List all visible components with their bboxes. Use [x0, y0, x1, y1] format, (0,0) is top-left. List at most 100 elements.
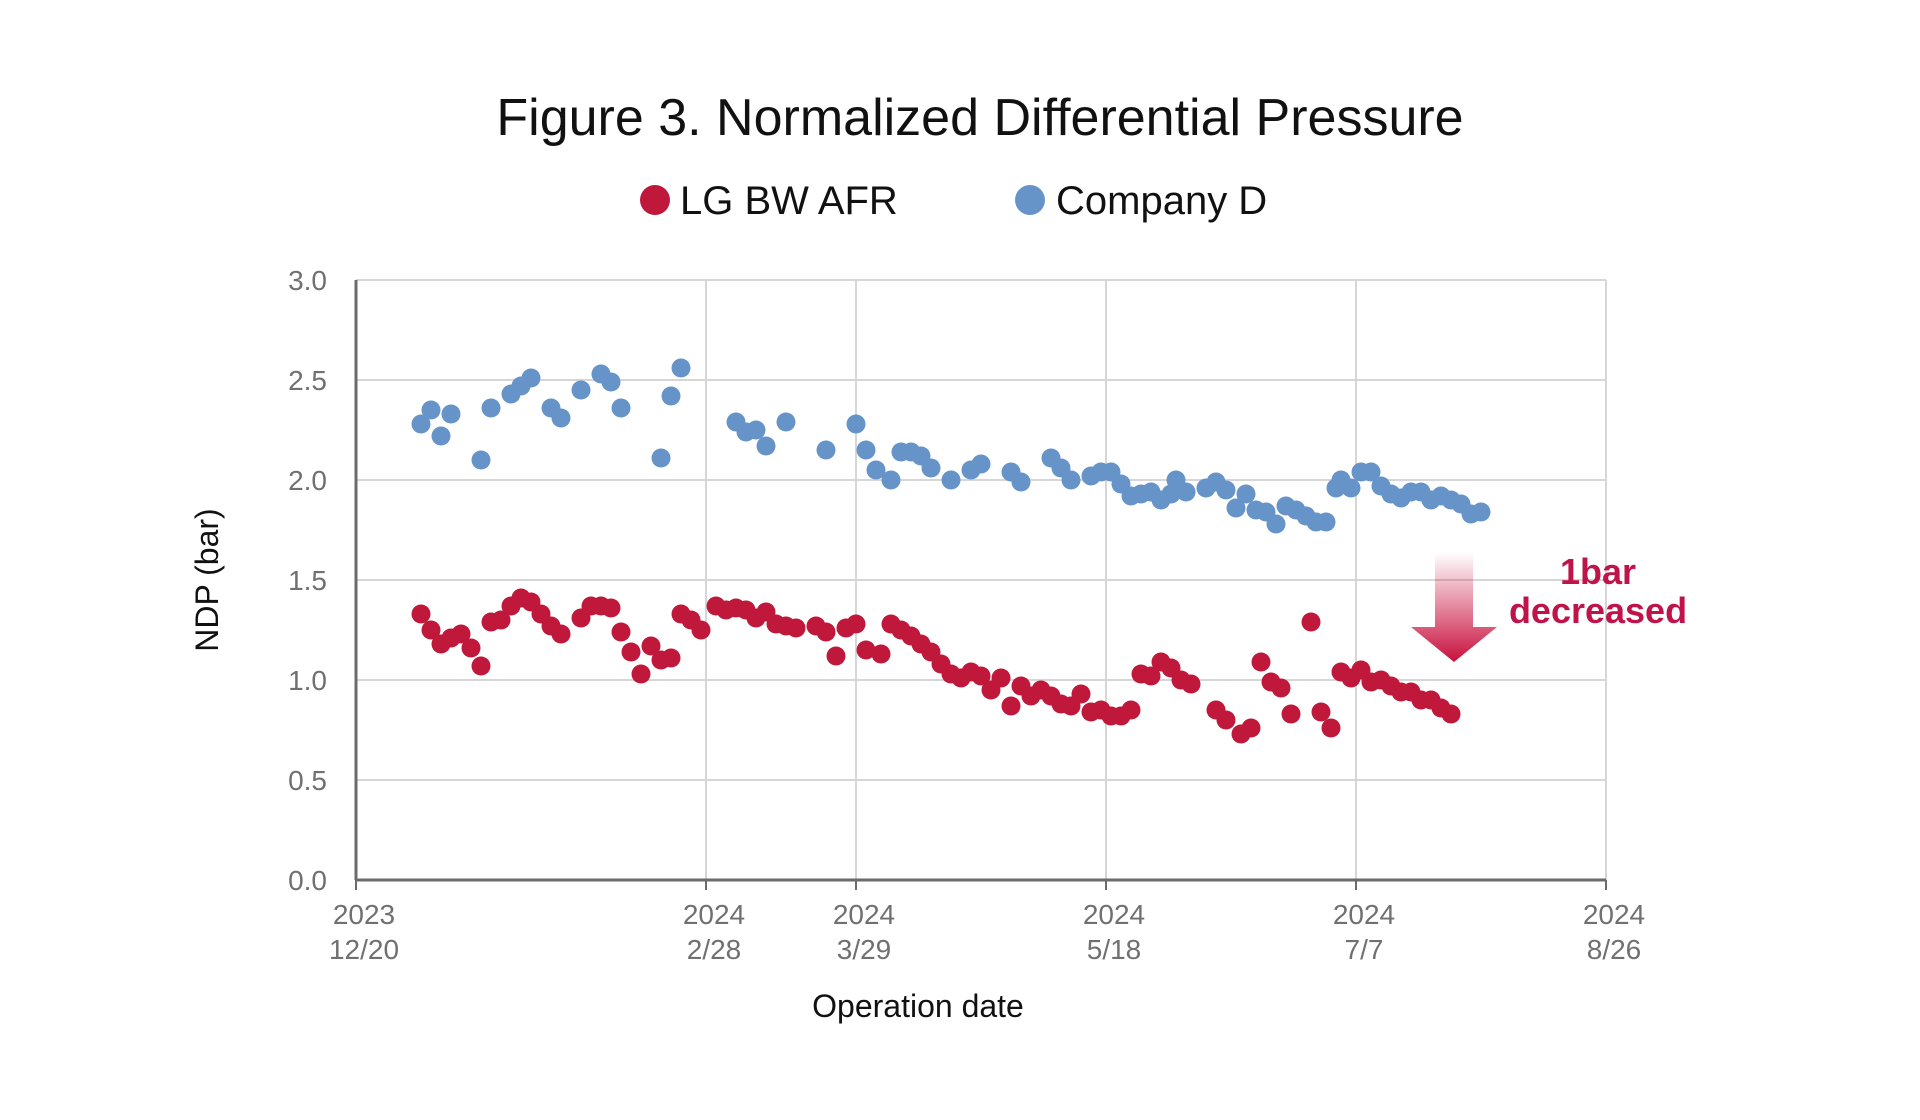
y-tick-label: 1.5	[288, 565, 327, 596]
data-point	[481, 398, 501, 418]
data-point	[601, 598, 621, 618]
data-point	[1271, 678, 1291, 698]
x-tick-label: 2024	[1083, 899, 1145, 930]
data-point	[551, 624, 571, 644]
y-axis-label: NDP (bar)	[189, 508, 225, 651]
data-point	[521, 368, 541, 388]
x-tick-label: 7/7	[1345, 934, 1384, 965]
data-point	[846, 414, 866, 434]
data-point	[411, 604, 431, 624]
data-point	[491, 610, 511, 630]
data-point	[1311, 702, 1331, 722]
data-point	[631, 664, 651, 684]
y-tick-label: 1.0	[288, 665, 327, 696]
data-point	[881, 470, 901, 490]
data-point	[1216, 710, 1236, 730]
legend-marker-lg-bw-afr	[640, 185, 670, 215]
x-tick-label: 12/20	[329, 934, 399, 965]
y-tick-label: 0.5	[288, 765, 327, 796]
data-point	[471, 656, 491, 676]
x-tick-label: 2024	[1583, 899, 1645, 930]
data-point	[1321, 718, 1341, 738]
data-point	[1316, 512, 1336, 532]
y-tick-label: 3.0	[288, 265, 327, 296]
data-point	[661, 386, 681, 406]
data-point	[1236, 484, 1256, 504]
data-point	[671, 358, 691, 378]
data-point	[611, 622, 631, 642]
data-point	[571, 380, 591, 400]
data-point	[971, 454, 991, 474]
data-point	[1251, 652, 1271, 672]
data-point	[451, 624, 471, 644]
x-tick-label: 2/28	[687, 934, 742, 965]
x-tick-label: 8/26	[1587, 934, 1642, 965]
data-point	[601, 372, 621, 392]
data-point	[551, 408, 571, 428]
series-company-d	[411, 358, 1491, 534]
data-point	[816, 440, 836, 460]
data-point	[431, 426, 451, 446]
x-axis-label: Operation date	[812, 988, 1024, 1024]
data-point	[846, 614, 866, 634]
data-point	[1361, 462, 1381, 482]
data-point	[621, 642, 641, 662]
data-point	[651, 448, 671, 468]
data-point	[1176, 482, 1196, 502]
data-point	[471, 450, 491, 470]
annotation-line-1: 1bar	[1560, 551, 1636, 592]
y-tick-label: 2.0	[288, 465, 327, 496]
data-point	[421, 400, 441, 420]
legend-label-lg-bw-afr: LG BW AFR	[680, 179, 898, 223]
data-point	[1216, 480, 1236, 500]
data-point	[1071, 684, 1091, 704]
chart-title: Figure 3. Normalized Differential Pressu…	[496, 89, 1463, 147]
x-tick-label: 3/29	[837, 934, 892, 965]
data-points	[411, 358, 1491, 744]
series-lg-bw-afr	[411, 588, 1461, 744]
y-tick-label: 0.0	[288, 865, 327, 896]
data-point	[691, 620, 711, 640]
data-point	[991, 668, 1011, 688]
y-axis-ticks: 0.0 0.5 1.0 1.5 2.0 2.5 3.0	[288, 265, 327, 896]
legend: LG BW AFR Company D	[640, 179, 1267, 223]
data-point	[1226, 498, 1246, 518]
data-point	[941, 470, 961, 490]
data-point	[1141, 666, 1161, 686]
legend-marker-company-d	[1015, 185, 1045, 215]
data-point	[1011, 472, 1031, 492]
data-point	[441, 404, 461, 424]
grid-lines	[356, 279, 1607, 880]
data-point	[661, 648, 681, 668]
data-point	[866, 460, 886, 480]
x-tick-label: 2024	[833, 899, 895, 930]
data-point	[856, 440, 876, 460]
data-point	[776, 412, 796, 432]
down-arrow-icon	[1411, 552, 1497, 662]
x-tick-label: 2024	[1333, 899, 1395, 930]
data-point	[611, 398, 631, 418]
data-point	[461, 638, 481, 658]
data-point	[1441, 704, 1461, 724]
data-point	[756, 436, 776, 456]
x-tick-label: 2024	[683, 899, 745, 930]
data-point	[1001, 696, 1021, 716]
data-point	[786, 618, 806, 638]
data-point	[1281, 704, 1301, 724]
data-point	[1241, 718, 1261, 738]
data-point	[1061, 470, 1081, 490]
data-point	[641, 636, 661, 656]
y-tick-label: 2.5	[288, 365, 327, 396]
data-point	[921, 458, 941, 478]
data-point	[1121, 700, 1141, 720]
data-point	[816, 622, 836, 642]
data-point	[421, 620, 441, 640]
data-point	[411, 414, 431, 434]
data-point	[826, 646, 846, 666]
data-point	[1471, 502, 1491, 522]
legend-label-company-d: Company D	[1056, 179, 1267, 223]
data-point	[1341, 478, 1361, 498]
data-point	[856, 640, 876, 660]
x-tick-label: 2023	[333, 899, 395, 930]
